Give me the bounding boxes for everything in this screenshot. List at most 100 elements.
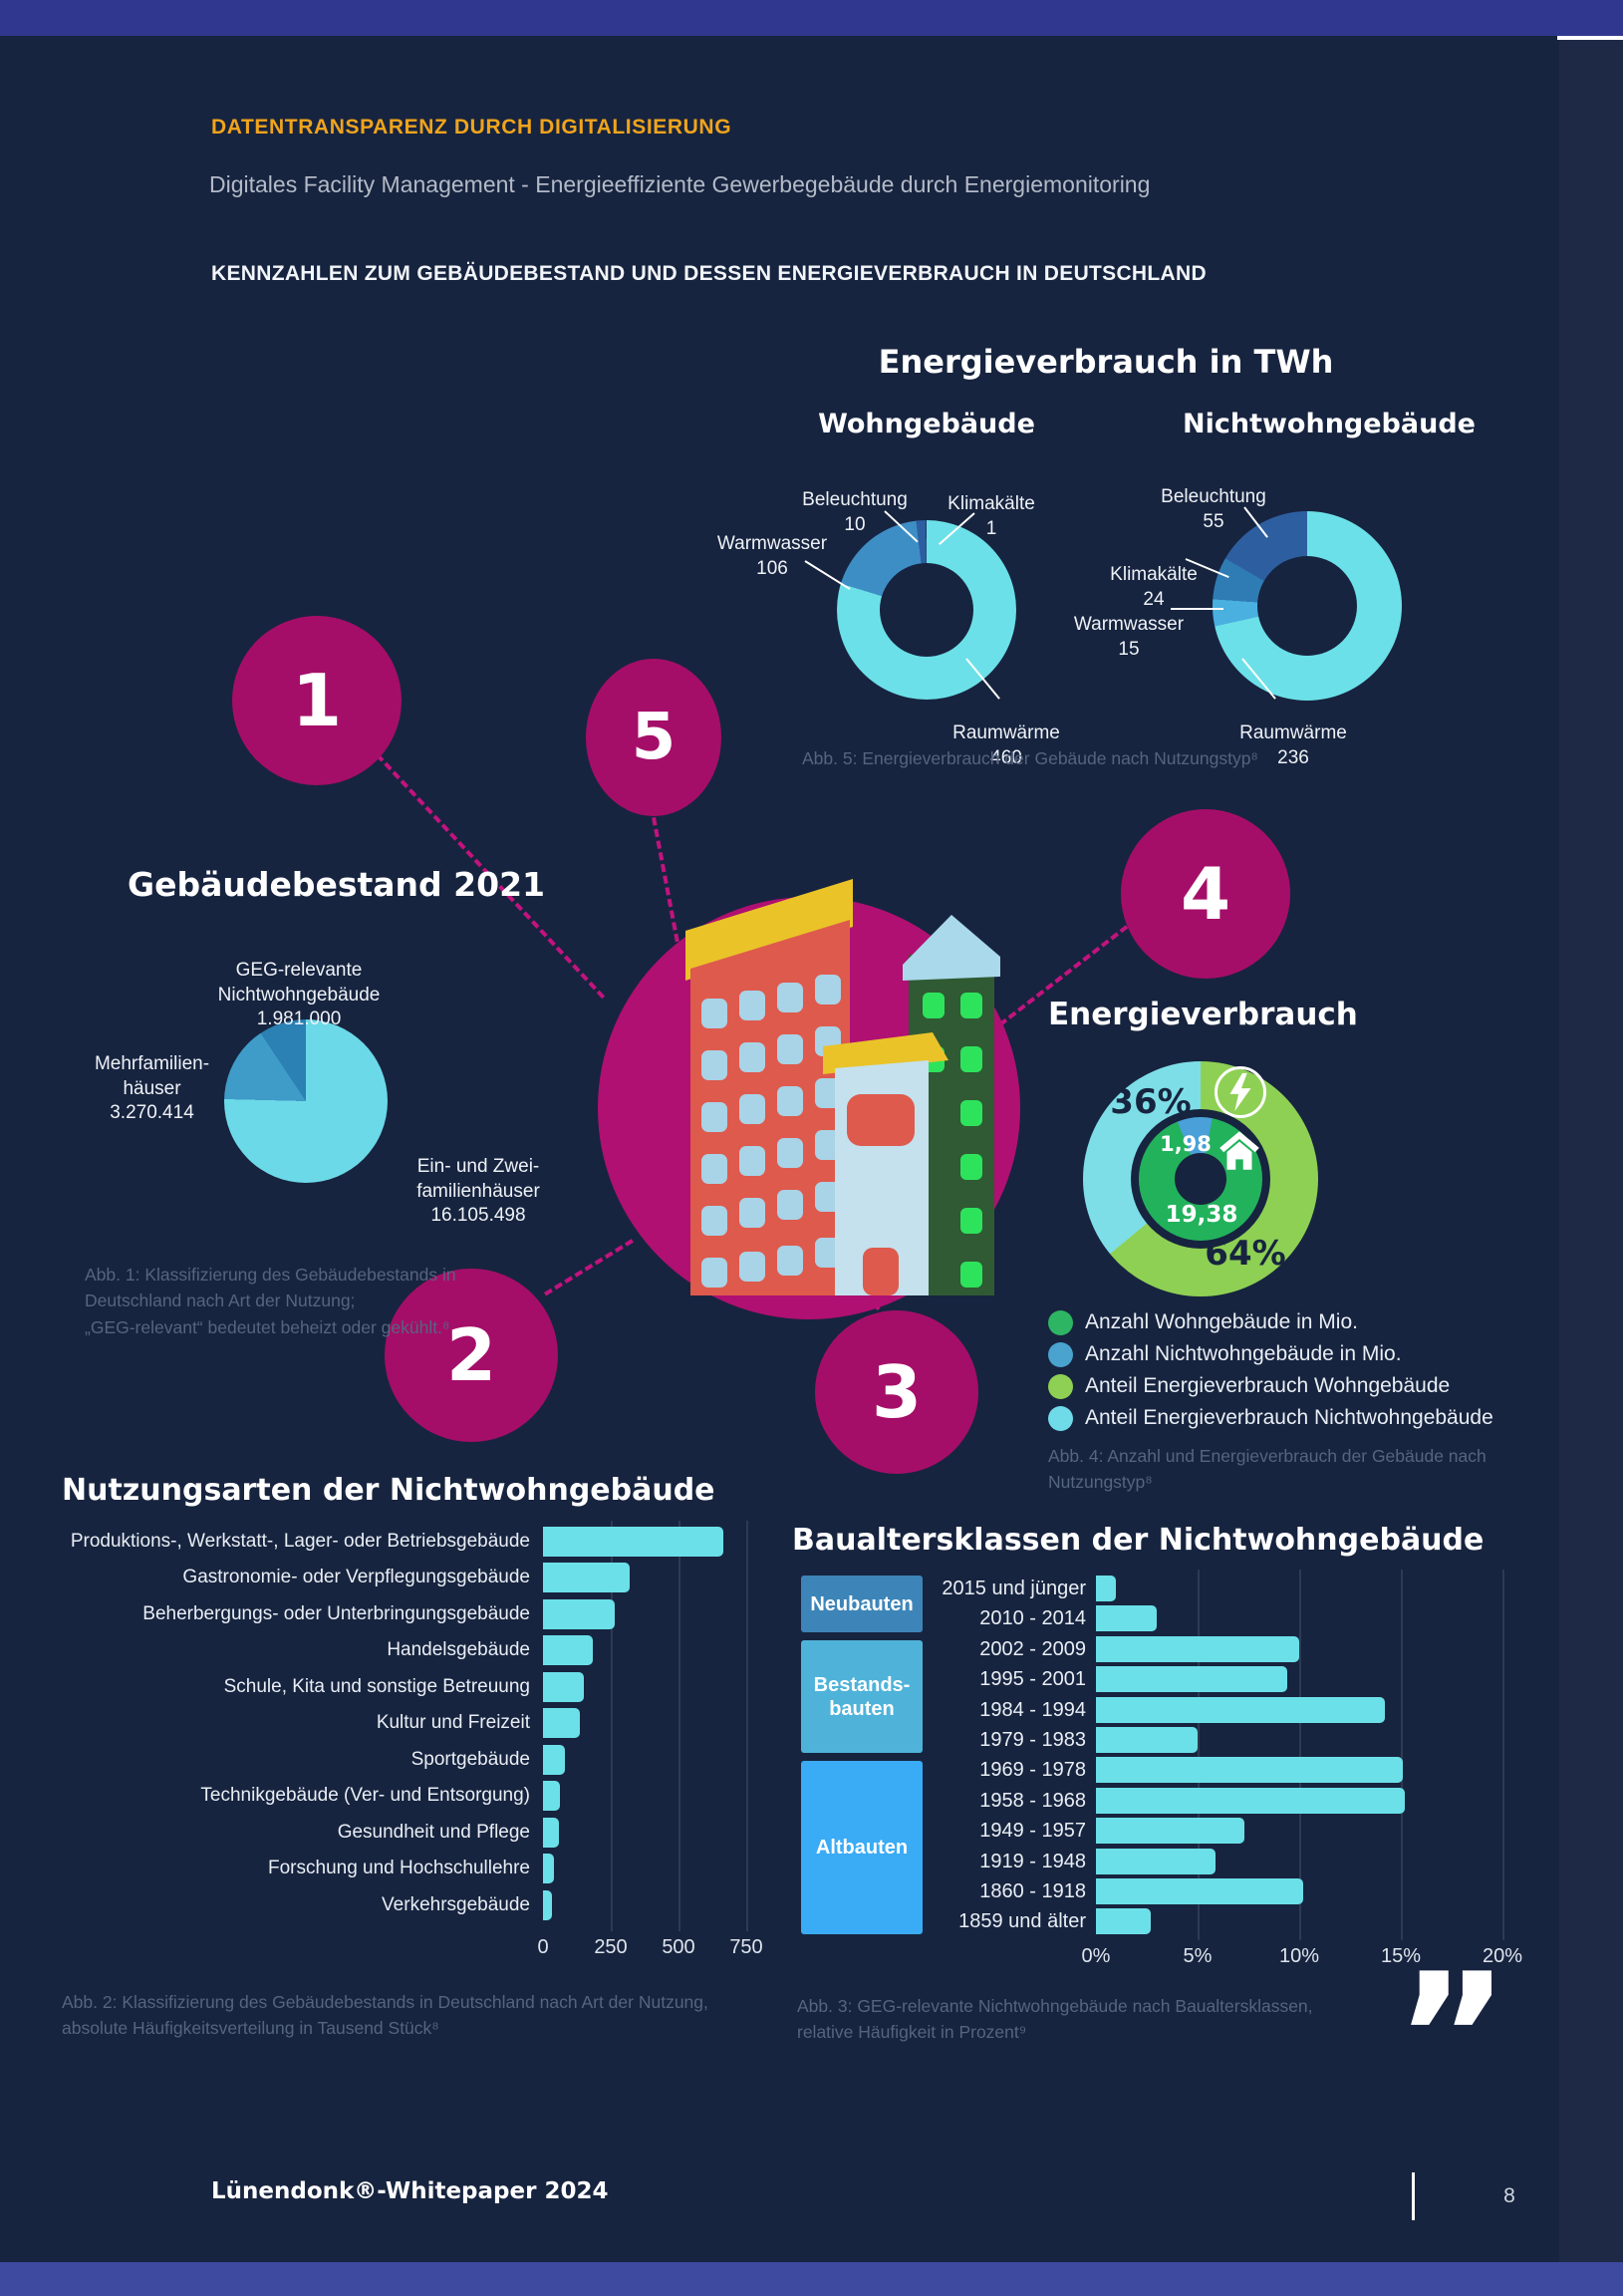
- nichtwohngebaeude-subtitle: Nichtwohngebäude: [1183, 409, 1476, 439]
- red-building-body: [690, 920, 850, 1295]
- x-axis-tick: 15%: [1380, 1945, 1422, 1967]
- buildings-illustration: [598, 879, 1020, 1319]
- energieverbrauch-inner-hole: [1175, 1153, 1226, 1205]
- callout-nwg-raumwaerme: Raumwärme 236: [1239, 722, 1347, 768]
- blue-building-door: [863, 1248, 899, 1295]
- legend-item: Anteil Energieverbrauch Wohngebäude: [1048, 1373, 1493, 1399]
- bar: [1096, 1818, 1244, 1844]
- footer-rule: [1412, 2172, 1415, 2220]
- x-axis-tick: 5%: [1183, 1945, 1213, 1967]
- gebaeudebestand-pie-chart: [224, 1019, 388, 1183]
- gebaeudebestand-title: Gebäudebestand 2021: [128, 865, 545, 904]
- bar-label: Schule, Kita und sonstige Betreuung: [223, 1676, 530, 1697]
- bar-label: Produktions-, Werkstatt-, Lager- oder Be…: [70, 1531, 530, 1552]
- x-axis-tick: 250: [594, 1936, 628, 1958]
- lightning-icon: [1215, 1066, 1266, 1118]
- group-altbauten: Altbauten: [801, 1761, 923, 1934]
- callout-nwg-beleuchtung: Beleuchtung 55: [1161, 486, 1266, 532]
- bar-label: Technikgebäude (Ver- und Entsorgung): [200, 1785, 530, 1806]
- callout-wg-beleuchtung: Beleuchtung 10: [802, 489, 908, 535]
- group-neubauten: Neubauten: [801, 1576, 923, 1632]
- legend-dot-lightgreen: [1048, 1373, 1073, 1399]
- abb3-caption: Abb. 3: GEG-relevante Nichtwohngebäude n…: [797, 1996, 1313, 2043]
- nichtwohngebaeude-donut-hole: [1257, 556, 1357, 656]
- marker-2: 2: [385, 1269, 558, 1442]
- bar-label: Forschung und Hochschullehre: [268, 1858, 530, 1878]
- bar: [543, 1818, 560, 1848]
- legend-dot-cyan: [1048, 1405, 1073, 1431]
- energieverbrauch-title: Energieverbrauch: [1048, 997, 1358, 1032]
- gridline: [1299, 1570, 1301, 1940]
- bar: [543, 1890, 552, 1920]
- energieverbrauch-legend: Anzahl Wohngebäude in Mio. Anzahl Nichtw…: [1048, 1309, 1493, 1437]
- bar: [1096, 1636, 1299, 1662]
- page-subtitle: Digitales Facility Management - Energiee…: [209, 171, 1151, 197]
- abb2-caption: Abb. 2: Klassifizierung des Gebäudebesta…: [62, 1992, 708, 2039]
- abb1-caption: Abb. 1: Klassifizierung des Gebäudebesta…: [85, 1265, 456, 1337]
- legend-dot-blue: [1048, 1341, 1073, 1367]
- label-mehrfamilienhaeuser: Mehrfamilien- häuser 3.270.414: [94, 1053, 210, 1123]
- bar: [543, 1635, 594, 1665]
- bar: [1096, 1697, 1385, 1723]
- bar-label: 1919 - 1948: [979, 1851, 1086, 1872]
- marker-5: 5: [586, 659, 721, 816]
- bar-label: 1969 - 1978: [979, 1759, 1086, 1781]
- top-right-rule: [1557, 36, 1623, 40]
- section-title: KENNZAHLEN ZUM GEBÄUDEBESTAND UND DESSEN…: [211, 262, 1207, 285]
- gridline: [1198, 1570, 1200, 1940]
- bar: [543, 1672, 584, 1702]
- marker-4: 4: [1121, 809, 1290, 979]
- bar-label: 1949 - 1957: [979, 1820, 1086, 1842]
- x-axis-tick: 20%: [1482, 1945, 1523, 1967]
- bar: [543, 1563, 631, 1592]
- callout-wg-klimakaelte: Klimakälte 1: [947, 493, 1035, 539]
- gridline: [1502, 1570, 1504, 1940]
- bar-label: 2002 - 2009: [979, 1638, 1086, 1660]
- red-building-windows: [701, 975, 841, 1288]
- leader-line: [1171, 608, 1223, 610]
- quote-icon: ”: [1395, 1937, 1510, 2140]
- bar: [1096, 1605, 1158, 1631]
- bar-label: Kultur und Freizeit: [376, 1712, 530, 1733]
- wohngebaeude-donut-hole: [880, 563, 973, 657]
- green-building-roof: [903, 915, 1000, 981]
- house-icon: [1219, 1131, 1259, 1170]
- callout-wg-warmwasser: Warmwasser 106: [716, 533, 828, 579]
- bar-label: Verkehrsgebäude: [382, 1894, 530, 1915]
- x-axis-tick: 10%: [1278, 1945, 1320, 1967]
- bar-label: Handelsgebäude: [387, 1639, 530, 1660]
- bar: [543, 1854, 554, 1883]
- bar-label: Sportgebäude: [410, 1749, 530, 1770]
- gridline: [746, 1521, 748, 1931]
- bar: [1096, 1788, 1406, 1814]
- gridline: [1401, 1570, 1403, 1940]
- legend-item: Anteil Energieverbrauch Nichtwohngebäude: [1048, 1405, 1493, 1431]
- bar: [1096, 1666, 1287, 1692]
- bar: [543, 1527, 723, 1557]
- abb4-caption: Abb. 4: Anzahl und Energieverbrauch der …: [1048, 1446, 1487, 1493]
- bar-label: 1859 und älter: [958, 1910, 1086, 1932]
- legend-item: Anzahl Wohngebäude in Mio.: [1048, 1309, 1493, 1335]
- baualtersklassen-title: Baualtersklassen der Nichtwohngebäude: [792, 1523, 1485, 1558]
- bar: [1096, 1849, 1217, 1874]
- callout-nwg-klimakaelte: Klimakälte 24: [1110, 564, 1198, 610]
- x-axis-tick: 0: [537, 1936, 549, 1958]
- x-axis-tick: 500: [662, 1936, 695, 1958]
- bar: [1096, 1908, 1152, 1934]
- callout-nwg-warmwasser: Warmwasser 15: [1073, 614, 1185, 660]
- top-band: [0, 0, 1623, 36]
- marker-3: 3: [815, 1310, 978, 1474]
- group-bestandsbauten: Bestands- bauten: [801, 1640, 923, 1753]
- bar: [543, 1708, 580, 1738]
- bar-label: 2015 und jünger: [942, 1578, 1086, 1599]
- bar: [1096, 1576, 1117, 1601]
- kicker: DATENTRANSPARENZ DURCH DIGITALISIERUNG: [211, 116, 732, 139]
- legend-dot-green: [1048, 1309, 1073, 1335]
- energy-twh-title: Energieverbrauch in TWh: [878, 343, 1334, 381]
- right-margin-strip: [1559, 40, 1623, 2262]
- wohngebaeude-subtitle: Wohngebäude: [818, 409, 1035, 439]
- bar-label: 2010 - 2014: [979, 1607, 1086, 1629]
- footer-brand: Lünendonk®-Whitepaper 2024: [211, 2178, 609, 2204]
- x-axis-tick: 0%: [1081, 1945, 1111, 1967]
